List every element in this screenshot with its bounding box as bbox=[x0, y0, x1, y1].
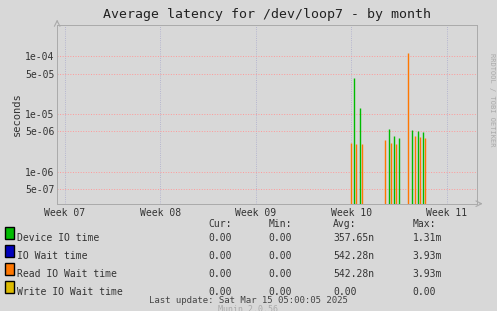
Text: Avg:: Avg: bbox=[333, 219, 356, 229]
Text: 0.00: 0.00 bbox=[209, 287, 232, 297]
Text: 1.31m: 1.31m bbox=[413, 233, 442, 243]
Y-axis label: seconds: seconds bbox=[12, 92, 22, 136]
Text: Device IO time: Device IO time bbox=[17, 233, 99, 243]
Text: 542.28n: 542.28n bbox=[333, 269, 374, 279]
Text: Cur:: Cur: bbox=[209, 219, 232, 229]
Text: 0.00: 0.00 bbox=[209, 233, 232, 243]
Text: Read IO Wait time: Read IO Wait time bbox=[17, 269, 117, 279]
Text: 0.00: 0.00 bbox=[268, 251, 292, 261]
Text: 3.93m: 3.93m bbox=[413, 269, 442, 279]
Text: 0.00: 0.00 bbox=[209, 251, 232, 261]
Text: 357.65n: 357.65n bbox=[333, 233, 374, 243]
Text: Munin 2.0.56: Munin 2.0.56 bbox=[219, 305, 278, 311]
Text: 0.00: 0.00 bbox=[268, 287, 292, 297]
Text: Max:: Max: bbox=[413, 219, 436, 229]
Text: 0.00: 0.00 bbox=[268, 233, 292, 243]
Text: 3.93m: 3.93m bbox=[413, 251, 442, 261]
Text: Last update: Sat Mar 15 05:00:05 2025: Last update: Sat Mar 15 05:00:05 2025 bbox=[149, 296, 348, 305]
Text: IO Wait time: IO Wait time bbox=[17, 251, 88, 261]
Text: 542.28n: 542.28n bbox=[333, 251, 374, 261]
Text: 0.00: 0.00 bbox=[209, 269, 232, 279]
Text: Min:: Min: bbox=[268, 219, 292, 229]
Text: 0.00: 0.00 bbox=[268, 269, 292, 279]
Text: 0.00: 0.00 bbox=[333, 287, 356, 297]
Text: Write IO Wait time: Write IO Wait time bbox=[17, 287, 123, 297]
Text: 0.00: 0.00 bbox=[413, 287, 436, 297]
Text: RRDTOOL / TOBI OETIKER: RRDTOOL / TOBI OETIKER bbox=[489, 53, 495, 146]
Title: Average latency for /dev/loop7 - by month: Average latency for /dev/loop7 - by mont… bbox=[103, 8, 431, 21]
